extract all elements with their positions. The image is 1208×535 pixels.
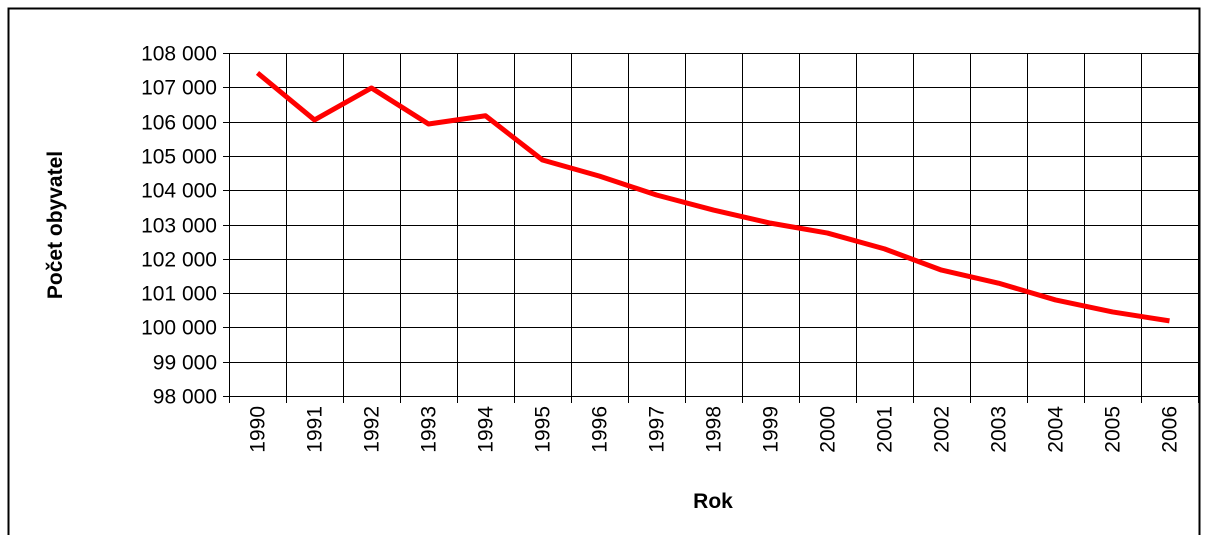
x-tick-label: 1996 — [589, 406, 612, 453]
y-tick-label: 103 000 — [141, 215, 217, 238]
x-tick-label: 2005 — [1102, 406, 1125, 453]
y-tick-label: 99 000 — [153, 352, 217, 375]
y-tick-label: 98 000 — [153, 386, 217, 409]
x-tick-label: 1994 — [475, 406, 498, 453]
x-tick-label: 1999 — [760, 406, 783, 453]
x-tick-label: 2001 — [874, 406, 897, 453]
y-tick-label: 104 000 — [141, 180, 217, 203]
y-tick-label: 102 000 — [141, 249, 217, 272]
x-tick-label: 1992 — [361, 406, 384, 453]
chart-frame — [7, 7, 1201, 535]
x-tick-label: 1997 — [646, 406, 669, 453]
y-tick-label: 106 000 — [141, 112, 217, 135]
x-tick-label: 2006 — [1159, 406, 1182, 453]
y-tick-label: 107 000 — [141, 77, 217, 100]
y-tick-label: 105 000 — [141, 146, 217, 169]
y-tick-label: 101 000 — [141, 283, 217, 306]
y-axis-title: Počet obyvatel — [44, 151, 67, 299]
y-tick-label: 108 000 — [141, 43, 217, 66]
data-line — [255, 70, 1170, 324]
x-tick-label: 2003 — [988, 406, 1011, 453]
x-tick-label: 2002 — [931, 406, 954, 453]
x-axis-title: Rok — [693, 490, 733, 513]
x-tick-label: 2004 — [1045, 406, 1068, 453]
x-tick-label: 2000 — [817, 406, 840, 453]
x-tick-label: 1998 — [703, 406, 726, 453]
y-tick-label: 100 000 — [141, 317, 217, 340]
x-tick-label: 1995 — [532, 406, 555, 453]
x-tick-label: 1991 — [304, 406, 327, 453]
x-tick-label: 1990 — [247, 406, 270, 453]
x-tick-label: 1993 — [418, 406, 441, 453]
